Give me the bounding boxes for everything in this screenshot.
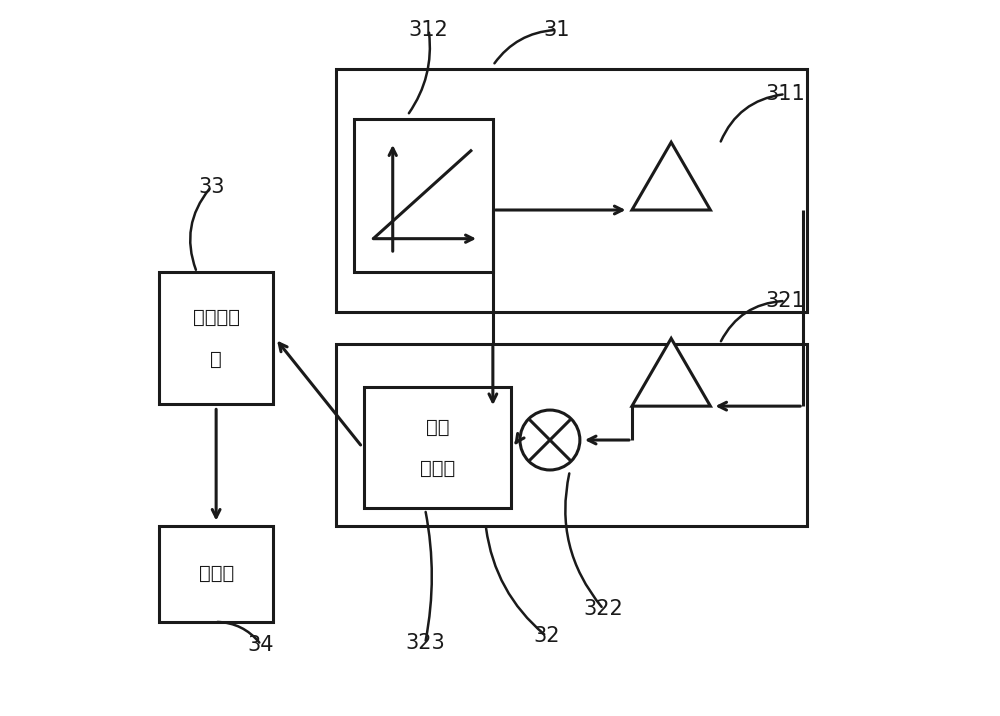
Text: 34: 34 xyxy=(248,634,274,654)
Bar xyxy=(336,344,807,526)
Bar xyxy=(159,526,273,622)
Bar xyxy=(354,119,493,272)
Text: 33: 33 xyxy=(198,177,224,197)
Polygon shape xyxy=(632,339,710,406)
Text: 311: 311 xyxy=(765,84,805,104)
Bar xyxy=(336,69,807,311)
Text: 处理器: 处理器 xyxy=(199,564,234,584)
Bar xyxy=(159,272,273,405)
Text: 321: 321 xyxy=(765,291,805,311)
Text: 32: 32 xyxy=(533,626,560,646)
Bar xyxy=(364,387,511,508)
Text: 滤波器: 滤波器 xyxy=(420,459,455,478)
Text: 器: 器 xyxy=(210,350,222,369)
Text: 31: 31 xyxy=(544,20,570,40)
Circle shape xyxy=(520,410,580,470)
Text: 322: 322 xyxy=(584,599,623,619)
Text: 模数转换: 模数转换 xyxy=(193,307,240,326)
Text: 312: 312 xyxy=(409,20,449,40)
Text: 323: 323 xyxy=(405,633,445,653)
Polygon shape xyxy=(632,142,710,210)
Text: 低通: 低通 xyxy=(426,417,449,437)
